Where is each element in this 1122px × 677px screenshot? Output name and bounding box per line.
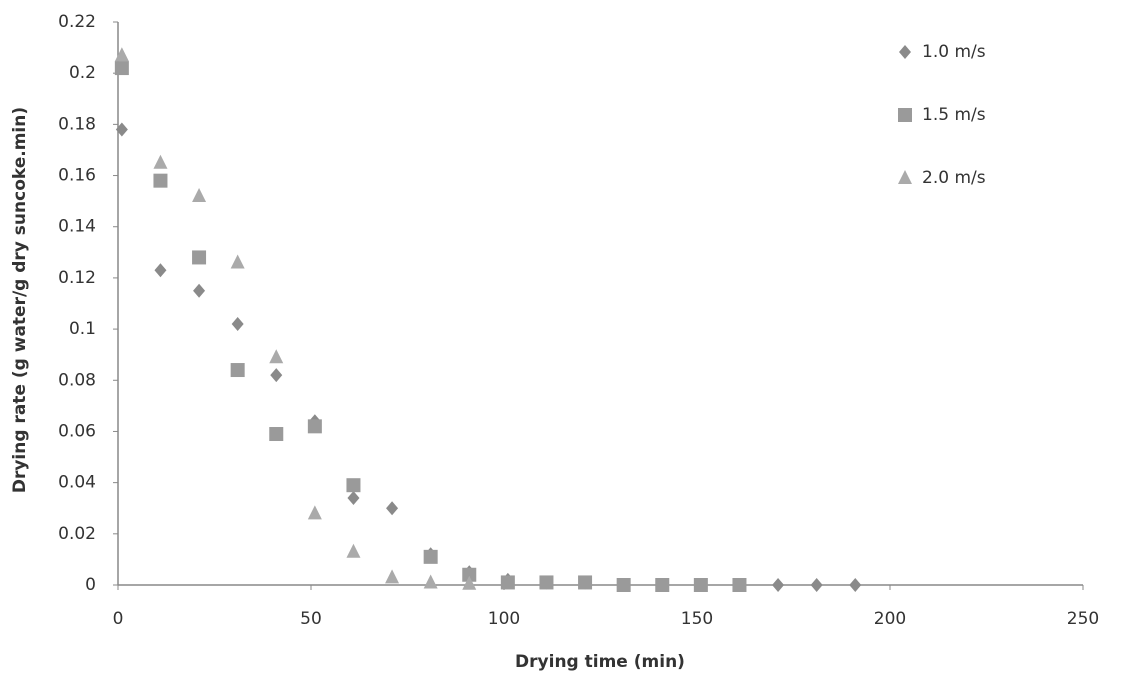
data-point	[307, 419, 322, 434]
data-point	[192, 188, 207, 203]
y-tick-label: 0.02	[58, 524, 96, 544]
y-tick-label: 0.1	[69, 319, 96, 339]
y-tick-label: 0.16	[58, 166, 96, 186]
data-point	[193, 283, 206, 298]
data-point	[114, 47, 129, 62]
data-point	[655, 578, 670, 592]
data-point	[269, 427, 284, 442]
y-tick-label: 0.04	[58, 473, 96, 493]
y-tick-label: 0.08	[58, 370, 96, 390]
data-point	[192, 250, 207, 265]
y-tick-label: 0.22	[58, 12, 96, 32]
data-point	[810, 578, 823, 592]
y-tick-label: 0.18	[58, 114, 96, 134]
data-point	[462, 575, 477, 590]
legend-marker	[898, 108, 912, 122]
data-point	[270, 368, 283, 383]
data-point	[153, 154, 168, 169]
y-tick-label: 0.06	[58, 421, 96, 441]
x-axis-title: Drying time (min)	[515, 652, 685, 672]
data-point	[616, 578, 631, 592]
data-point	[539, 575, 554, 590]
data-point	[231, 316, 244, 331]
data-point	[693, 578, 708, 592]
x-tick-label: 100	[488, 609, 520, 629]
data-point	[153, 173, 168, 188]
data-point	[154, 263, 167, 278]
x-tick-label: 200	[874, 609, 906, 629]
data-point	[115, 122, 128, 137]
x-tick-label: 50	[300, 609, 322, 629]
data-point	[347, 490, 360, 505]
y-axis-title: Drying rate (g water/g dry suncoke.min)	[10, 107, 30, 493]
data-point	[578, 575, 593, 590]
x-tick-label: 150	[681, 609, 713, 629]
data-point	[230, 254, 245, 269]
legend-marker	[898, 170, 912, 184]
data-point	[423, 549, 438, 564]
x-tick-label: 0	[113, 609, 124, 629]
data-point	[732, 578, 747, 592]
y-tick-label: 0.14	[58, 217, 96, 237]
data-point	[849, 578, 862, 592]
data-point	[385, 569, 400, 584]
data-point	[462, 567, 477, 582]
legend-marker	[899, 45, 911, 59]
legend-label: 2.0 m/s	[922, 168, 986, 188]
data-point	[772, 578, 785, 592]
x-tick-label: 250	[1067, 609, 1099, 629]
legend-label: 1.5 m/s	[922, 105, 986, 125]
y-tick-label: 0.12	[58, 268, 96, 288]
data-point	[500, 575, 515, 590]
data-point	[423, 574, 438, 589]
data-point	[230, 363, 245, 378]
data-point	[269, 349, 284, 364]
legend-label: 1.0 m/s	[922, 42, 986, 62]
data-point	[114, 61, 129, 76]
data-point	[307, 505, 322, 520]
data-point	[386, 501, 399, 516]
data-point	[346, 478, 361, 493]
y-tick-label: 0	[85, 575, 96, 595]
data-point	[346, 543, 361, 558]
y-tick-label: 0.2	[69, 63, 96, 83]
